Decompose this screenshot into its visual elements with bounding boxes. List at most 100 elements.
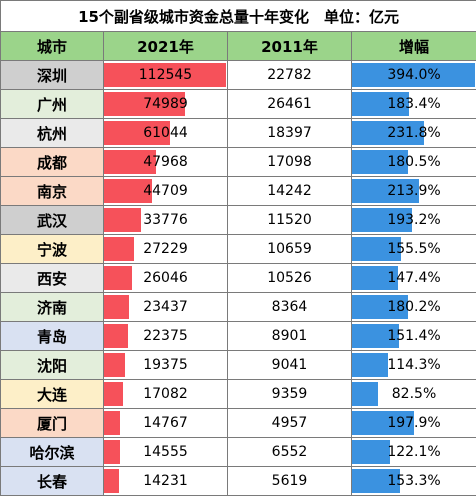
value-2021-cell: 17082 [104,380,228,409]
value-2021-cell: 61044 [104,119,228,148]
bar-2021 [104,353,125,377]
value-2021: 17082 [143,386,188,402]
growth-cell: 180.5% [352,148,476,177]
value-2011-cell: 11520 [228,206,352,235]
value-2021-cell: 33776 [104,206,228,235]
table-title: 15个副省级城市资金总量十年变化 单位：亿元 [1,1,476,32]
value-2021: 27229 [143,241,188,257]
growth-cell: 183.4% [352,90,476,119]
bar-growth [352,353,388,377]
value-2011-cell: 26461 [228,90,352,119]
value-2011-cell: 4957 [228,409,352,438]
table-row: 厦门 14767 4957 197.9% [1,409,476,438]
growth-value: 197.9% [387,415,440,431]
value-2021-cell: 44709 [104,177,228,206]
value-2011-cell: 8364 [228,293,352,322]
header-2011: 2011年 [228,32,352,61]
value-2011-cell: 8901 [228,322,352,351]
value-2021: 14767 [143,415,188,431]
city-cell: 广州 [1,90,104,119]
header-2021: 2021年 [104,32,228,61]
value-2021-cell: 27229 [104,235,228,264]
value-2021: 22375 [143,328,188,344]
bar-2021 [104,295,129,319]
city-cell: 杭州 [1,119,104,148]
city-cell: 武汉 [1,206,104,235]
value-2021: 14555 [143,444,188,460]
bar-growth [352,382,378,406]
value-2021-cell: 74989 [104,90,228,119]
growth-cell: 114.3% [352,351,476,380]
value-2011: 11520 [267,212,312,228]
growth-value: 231.8% [387,125,440,141]
value-2021: 61044 [143,125,188,141]
value-2011-cell: 14242 [228,177,352,206]
growth-cell: 122.1% [352,438,476,467]
value-2021-cell: 14555 [104,438,228,467]
value-2021-cell: 23437 [104,293,228,322]
growth-cell: 231.8% [352,119,476,148]
value-2021-cell: 19375 [104,351,228,380]
city-cell: 成都 [1,148,104,177]
growth-value: 180.5% [387,154,440,170]
growth-cell: 394.0% [352,61,476,90]
growth-value: 114.3% [387,357,440,373]
value-2021: 19375 [143,357,188,373]
city-cell: 沈阳 [1,351,104,380]
growth-value: 183.4% [387,96,440,112]
value-2011: 4957 [272,415,308,431]
table-row: 广州 74989 26461 183.4% [1,90,476,119]
bar-2021 [104,237,134,261]
table-row: 哈尔滨 14555 6552 122.1% [1,438,476,467]
value-2021: 74989 [143,96,188,112]
value-2021-cell: 14231 [104,467,228,496]
table-row: 杭州 61044 18397 231.8% [1,119,476,148]
value-2011: 18397 [267,125,312,141]
bar-2021 [104,266,132,290]
value-2021: 112545 [139,67,192,83]
bar-2021 [104,411,120,435]
value-2011-cell: 22782 [228,61,352,90]
city-cell: 济南 [1,293,104,322]
city-cell: 西安 [1,264,104,293]
value-2021: 14231 [143,473,188,489]
header-growth: 增幅 [352,32,476,61]
city-cell: 哈尔滨 [1,438,104,467]
city-cell: 青岛 [1,322,104,351]
value-2011: 6552 [272,444,308,460]
value-2011: 17098 [267,154,312,170]
growth-cell: 180.2% [352,293,476,322]
header-row: 城市 2021年 2011年 增幅 [1,32,476,61]
city-cell: 南京 [1,177,104,206]
bar-growth [352,440,390,464]
value-2011: 10526 [267,270,312,286]
growth-cell: 147.4% [352,264,476,293]
value-2011: 8364 [272,299,308,315]
value-2011: 22782 [267,67,312,83]
table-row: 沈阳 19375 9041 114.3% [1,351,476,380]
growth-value: 122.1% [387,444,440,460]
growth-value: 193.2% [387,212,440,228]
bar-2021 [104,382,123,406]
value-2011-cell: 17098 [228,148,352,177]
growth-cell: 213.9% [352,177,476,206]
growth-value: 155.5% [387,241,440,257]
city-cell: 厦门 [1,409,104,438]
value-2021-cell: 47968 [104,148,228,177]
value-2011-cell: 18397 [228,119,352,148]
city-cell: 宁波 [1,235,104,264]
growth-value: 153.3% [387,473,440,489]
value-2021: 44709 [143,183,188,199]
value-2011: 9041 [272,357,308,373]
value-2021: 26046 [143,270,188,286]
bar-2021 [104,440,120,464]
bar-2021 [104,469,119,493]
